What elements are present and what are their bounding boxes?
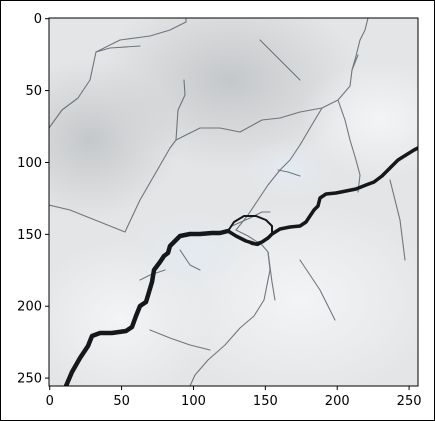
y-tick-label: 150 — [17, 228, 42, 243]
y-tick-label: 200 — [17, 300, 42, 315]
x-tick-label: 0 — [46, 394, 54, 409]
x-tick-label: 250 — [397, 394, 422, 409]
x-tick-label: 150 — [253, 394, 278, 409]
x-axis: 0 50 100 150 200 250 — [46, 386, 422, 409]
axes-border — [48, 17, 419, 387]
y-tick-label: 250 — [17, 372, 42, 387]
y-axis: 0 50 100 150 200 250 — [17, 12, 49, 387]
y-tick-label: 0 — [34, 12, 42, 27]
hairline-cracks — [49, 18, 406, 386]
x-tick-label: 200 — [325, 394, 350, 409]
y-tick-label: 100 — [17, 156, 42, 171]
main-crack — [63, 146, 418, 386]
x-tick-label: 50 — [113, 394, 130, 409]
y-tick-label: 50 — [25, 84, 42, 99]
concrete-photo — [49, 18, 418, 386]
x-tick-label: 100 — [181, 394, 206, 409]
